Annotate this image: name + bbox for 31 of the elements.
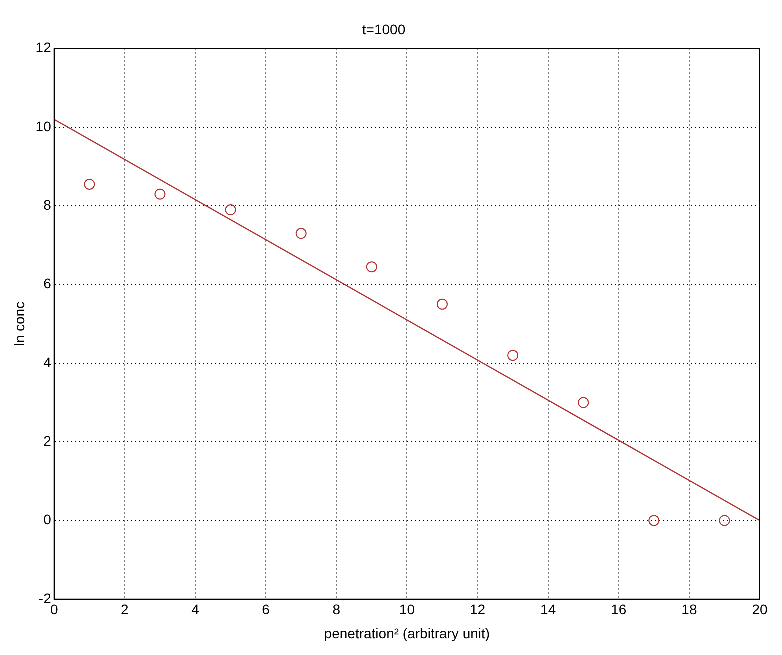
x-tick-label: 12 (470, 602, 486, 618)
y-tick-label: 2 (44, 432, 52, 449)
x-tick-label: 6 (262, 602, 270, 618)
y-axis-title: ln conc (11, 302, 28, 346)
x-tick-label: 10 (399, 602, 416, 618)
point (648, 515, 660, 526)
chart-title: t=1000 (362, 21, 406, 38)
y-tick-label: -2 (38, 590, 52, 606)
point (84, 178, 96, 190)
x-axis-title: penetration² (arbitrary unit) (324, 625, 490, 642)
point (578, 397, 590, 408)
x-tick-label: 20 (752, 602, 768, 618)
x-tick-label: 14 (540, 602, 556, 618)
x-tick-label: 18 (682, 602, 698, 618)
y-tick-label: 4 (44, 354, 52, 370)
point (154, 188, 166, 200)
point (508, 350, 519, 362)
x-tick-label: 8 (332, 602, 341, 618)
point (225, 204, 236, 216)
y-tick-label: 8 (44, 196, 52, 213)
point (719, 515, 730, 526)
x-tick-label: 4 (192, 602, 200, 618)
x-tick-label: 16 (611, 602, 627, 618)
y-tick-label: 6 (44, 276, 52, 292)
point (366, 262, 378, 273)
y-tick-label: 12 (36, 40, 52, 56)
y-tick-label: 0 (44, 512, 52, 528)
point (436, 298, 448, 310)
y-tick-label: 10 (36, 118, 52, 134)
point (296, 228, 307, 240)
x-tick-label: 2 (121, 602, 130, 618)
